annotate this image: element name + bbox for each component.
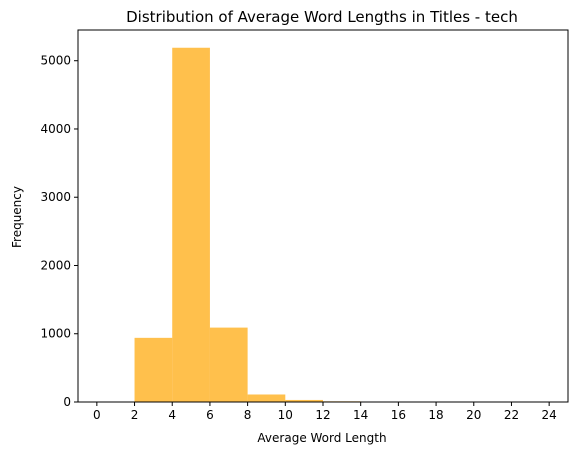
y-tick-label: 2000 [40,258,71,272]
histogram-bar [134,337,173,402]
y-tick-label: 3000 [40,190,71,204]
x-tick-label: 6 [206,408,214,422]
histogram-bar [285,399,323,402]
y-tick-label: 1000 [40,327,71,341]
y-axis-label: Frequency [10,186,24,248]
chart-title: Distribution of Average Word Lengths in … [126,8,518,26]
y-tick-label: 0 [63,395,71,409]
y-axis-ticks: 0 1000 2000 3000 4000 5000 [40,54,78,409]
histogram-bar [209,327,248,402]
x-tick-label: 12 [315,408,330,422]
x-tick-label: 24 [542,408,557,422]
x-tick-label: 8 [244,408,252,422]
x-tick-label: 10 [278,408,293,422]
y-tick-label: 4000 [40,122,71,136]
y-tick-label: 5000 [40,54,71,68]
x-tick-label: 22 [504,408,519,422]
histogram-bar [247,394,286,402]
x-tick-label: 16 [391,408,406,422]
x-tick-label: 0 [93,408,101,422]
x-tick-label: 14 [353,408,368,422]
x-tick-label: 2 [131,408,139,422]
x-tick-label: 4 [168,408,176,422]
x-tick-label: 18 [428,408,443,422]
histogram-bar [172,47,210,402]
bars-group [134,47,361,402]
x-axis-ticks: 0 2 4 6 8 10 12 14 16 18 20 22 24 [93,402,557,422]
x-axis-label: Average Word Length [257,431,386,445]
x-tick-label: 20 [466,408,481,422]
